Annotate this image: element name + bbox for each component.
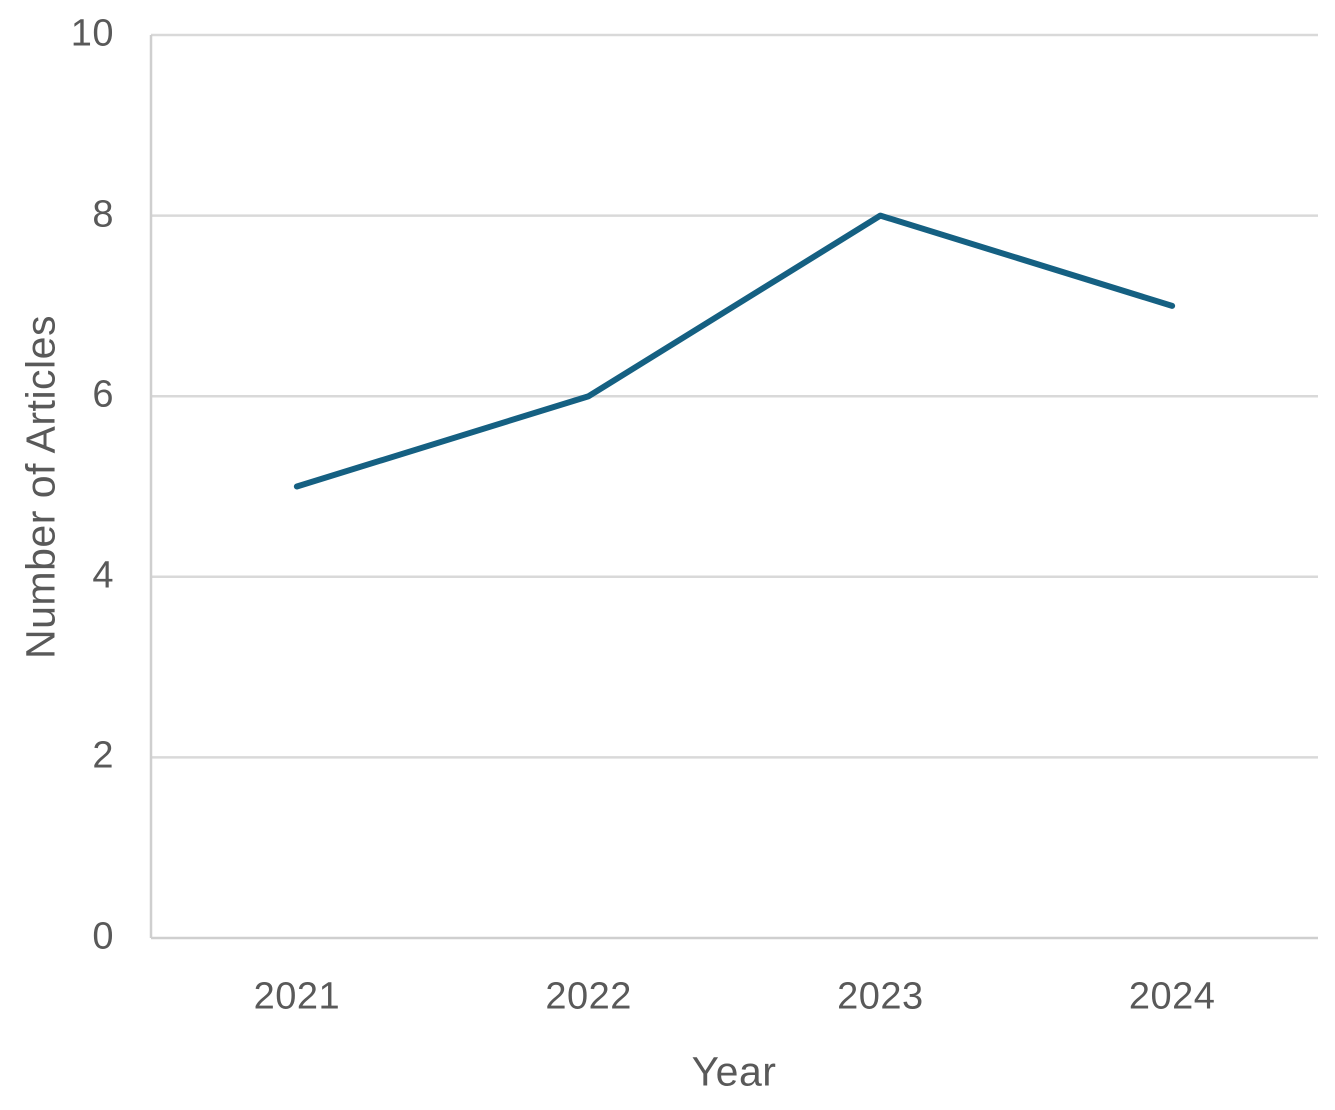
x-axis-title: Year <box>691 1048 777 1095</box>
series-line <box>293 212 1176 490</box>
y-axis-title: Number of Articles <box>17 315 64 659</box>
